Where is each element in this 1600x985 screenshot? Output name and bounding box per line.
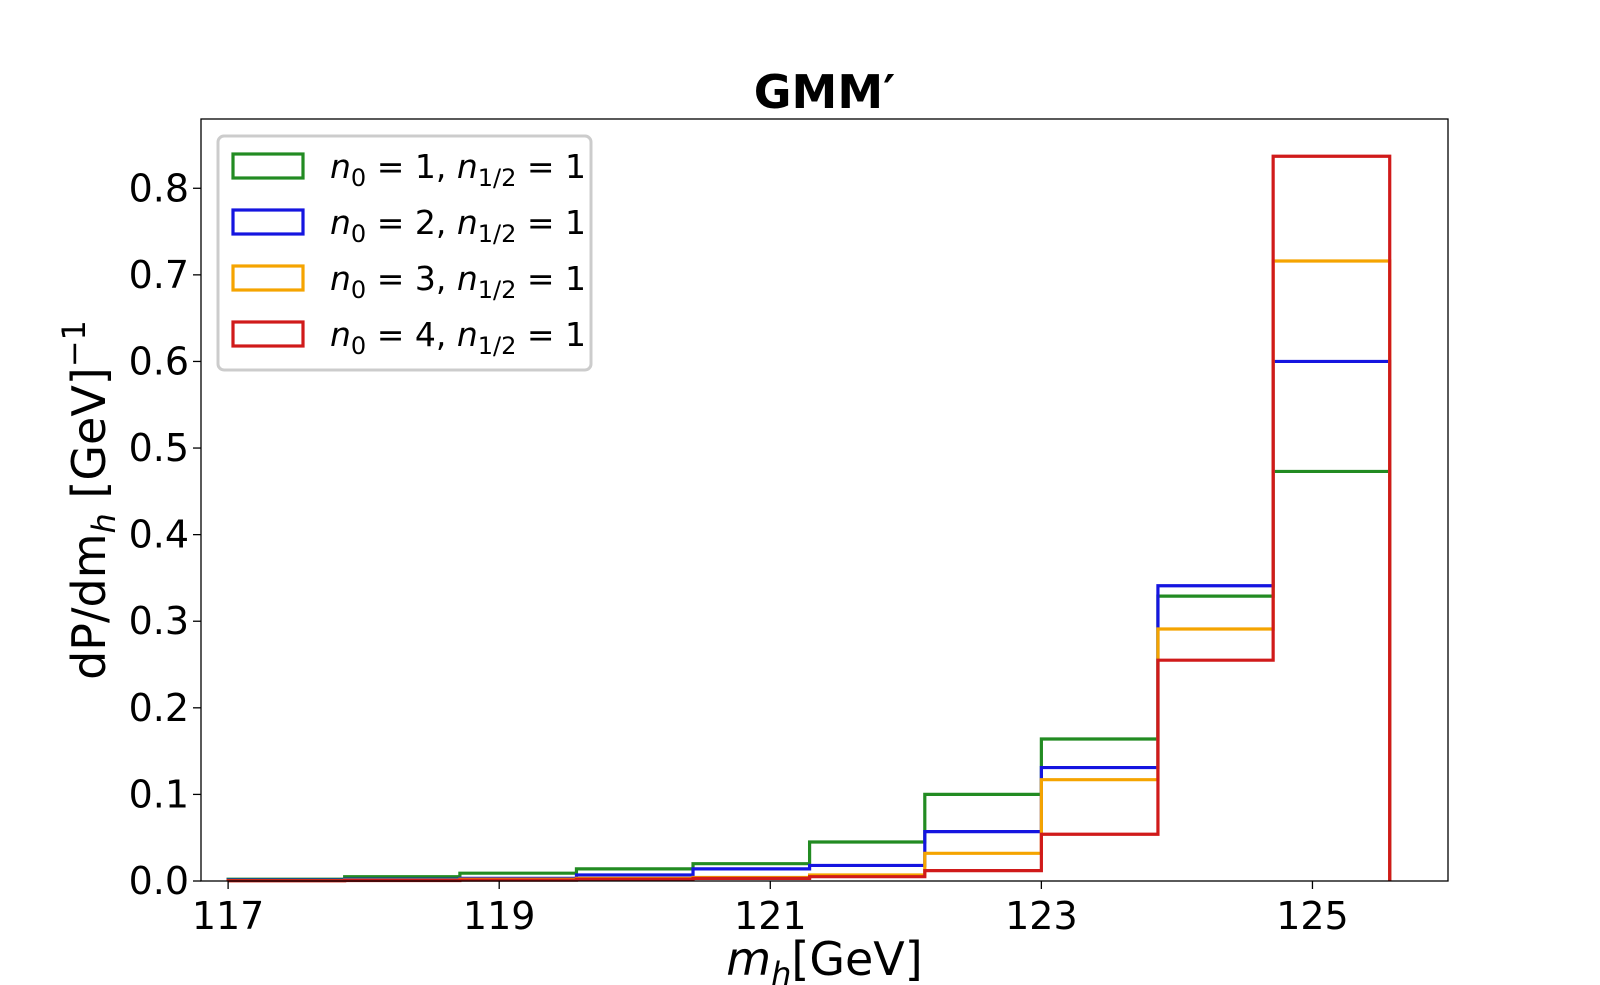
series-1-step-line: [226, 469, 1392, 881]
y-tick-label: 0.4: [129, 513, 189, 557]
x-axis-label: mh[GeV]: [726, 932, 922, 985]
y-tick-label: 0.5: [129, 426, 189, 470]
y-axis-label: dP/dmh [GeV]−1: [55, 320, 123, 680]
x-tick-label: 123: [1005, 894, 1078, 938]
y-tick-label: 0.1: [129, 772, 189, 816]
legend-swatch: [231, 152, 305, 180]
y-tick-label: 0.8: [129, 166, 189, 210]
y-axis: 0.0 0.1 0.2 0.3 0.4 0.5 0.6 0.7 0.8: [129, 166, 201, 903]
legend-swatch: [231, 320, 305, 348]
legend-entry-label: n0 = 4, n1/2 = 1: [330, 315, 586, 360]
x-tick-label: 119: [463, 894, 536, 938]
y-tick-label: 0.7: [129, 253, 189, 297]
x-tick-label: 117: [192, 894, 265, 938]
legend-entry-label: n0 = 2, n1/2 = 1: [330, 203, 586, 248]
legend-box: [216, 134, 593, 372]
y-tick-label: 0.2: [129, 686, 189, 730]
x-tick-label: 121: [734, 894, 807, 938]
plot-frame: [200, 118, 1449, 882]
series-2-step-line: [226, 359, 1392, 882]
legend-entry-label: n0 = 1, n1/2 = 1: [330, 147, 586, 192]
legend-swatch: [231, 208, 305, 236]
y-tick-label: 0.3: [129, 599, 189, 643]
chart-title: GMM′: [754, 65, 895, 119]
x-tick-label: 125: [1276, 894, 1349, 938]
legend-swatch: [231, 264, 305, 292]
legend: n0 = 1, n1/2 = 1 n0 = 2, n1/2 = 1 n0 = 3, …: [216, 134, 593, 372]
y-tick-label: 0.6: [129, 339, 189, 383]
legend-entry-label: n0 = 3, n1/2 = 1: [330, 259, 586, 304]
x-axis: 117 119 121 123 125: [192, 881, 1349, 938]
y-tick-label: 0.0: [129, 859, 189, 903]
